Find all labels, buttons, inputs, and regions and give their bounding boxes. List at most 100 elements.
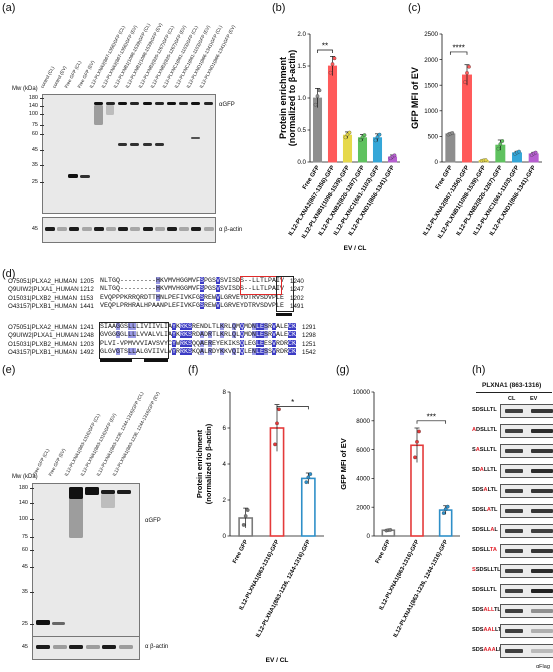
residue: L bbox=[136, 323, 140, 330]
residue: V bbox=[216, 302, 220, 310]
chartC-ytick-label-0: 0 bbox=[435, 159, 439, 166]
residue: G bbox=[224, 293, 228, 301]
gfp-blot-a bbox=[42, 94, 216, 214]
band-60kda-lane-8 bbox=[130, 143, 140, 146]
residue: M bbox=[244, 323, 248, 330]
seq-post: LTL bbox=[486, 587, 497, 593]
residue: R bbox=[208, 348, 212, 356]
band-fusion-lane-8 bbox=[130, 102, 140, 105]
residue: Q bbox=[108, 293, 112, 301]
band-plxna1del-ev bbox=[117, 490, 131, 494]
residue: - bbox=[140, 285, 144, 293]
residue: A bbox=[168, 331, 172, 339]
residue: E bbox=[260, 348, 264, 356]
residue: L bbox=[256, 285, 260, 293]
panel-h-blot-9 bbox=[500, 564, 553, 578]
blot-a-mw-tick-60 bbox=[40, 134, 44, 135]
align-b2-seq-1: SIAAGGSLLLIVIIVLIAYKRKSRENDLTLKRLQMQMDNL… bbox=[100, 323, 296, 331]
panel-label-f: (f) bbox=[188, 364, 199, 376]
panel-label-d: (d) bbox=[2, 268, 16, 280]
actin-marker-e: 45 bbox=[21, 644, 28, 650]
actin-band-lane-2 bbox=[57, 227, 68, 231]
chartC-dot-4-2 bbox=[498, 142, 503, 146]
align-b1-seq-2: NLTGQ---------HKVMVHGGMVFSPGSVSVISDS--LL… bbox=[100, 285, 284, 293]
residue: K bbox=[184, 323, 188, 330]
residue: K bbox=[232, 339, 236, 347]
chartB-dot-2-2 bbox=[330, 62, 335, 66]
residue: S bbox=[236, 339, 240, 347]
panel-h-row-13: SDSAAALLTL bbox=[470, 643, 553, 658]
chartC-dot-3-3 bbox=[483, 158, 488, 162]
actin-band-lane-11 bbox=[167, 227, 177, 231]
seq-mutation: A bbox=[475, 447, 480, 453]
residue: I bbox=[180, 302, 184, 310]
align-tm-bar-2b bbox=[144, 359, 168, 362]
chartG-sig-stars: *** bbox=[427, 412, 436, 421]
residue: E bbox=[284, 331, 288, 339]
residue: V bbox=[268, 302, 272, 310]
residue: F bbox=[192, 293, 196, 301]
residue: V bbox=[192, 285, 196, 293]
residue: P bbox=[268, 277, 272, 284]
chartC-dot-6-3 bbox=[533, 150, 538, 155]
chartC-dot-1-3 bbox=[450, 131, 455, 135]
chartF-dot-3-3 bbox=[308, 472, 313, 476]
residue: I bbox=[228, 277, 232, 284]
blot-e-mw-tick-180 bbox=[30, 488, 34, 489]
residue: R bbox=[252, 302, 256, 310]
residue: K bbox=[184, 339, 188, 347]
residue: L bbox=[140, 348, 144, 356]
panel-h-row-5: SDSALTL bbox=[470, 483, 553, 498]
residue: N bbox=[100, 277, 104, 284]
align-red-box bbox=[240, 276, 282, 295]
blot-e-mw-35: 35 bbox=[21, 589, 28, 595]
residue: Y bbox=[216, 348, 220, 356]
residue: Y bbox=[172, 331, 176, 339]
residue: V bbox=[104, 331, 108, 339]
residue: A bbox=[200, 339, 204, 347]
residue: E bbox=[204, 339, 208, 347]
residue: G bbox=[224, 302, 228, 310]
residue: S bbox=[268, 339, 272, 347]
residue: - bbox=[136, 285, 140, 293]
residue: M bbox=[188, 285, 192, 293]
seq-post: LTL bbox=[487, 487, 498, 493]
residue: K bbox=[220, 348, 224, 356]
panel-h-band-ev-8 bbox=[531, 549, 553, 553]
actin-band-lane-3 bbox=[69, 227, 80, 231]
align-b1-start-1: 1205 bbox=[80, 278, 94, 285]
residue: L bbox=[256, 331, 260, 339]
residue: V bbox=[164, 277, 168, 284]
residue: Q bbox=[240, 323, 244, 330]
align-b1-name-1: O75051|PLXA2_HUMAN bbox=[8, 278, 78, 285]
panel-h-antibody: αFlag bbox=[536, 664, 550, 670]
chartF-ylabel-line-1: Protein enrichment bbox=[195, 429, 204, 498]
residue: V bbox=[172, 285, 176, 293]
residue: S bbox=[188, 323, 192, 330]
panel-h-row-2: ADSLLTL bbox=[470, 423, 553, 438]
chartG-dot-2-2 bbox=[415, 439, 419, 444]
residue: R bbox=[180, 331, 184, 339]
chartC-dot-2-3 bbox=[467, 64, 471, 69]
panel-h-band-ev-3 bbox=[531, 449, 553, 453]
residue: L bbox=[244, 348, 248, 356]
residue: G bbox=[112, 285, 116, 293]
panel-h-row-label-1: SDSLLTL bbox=[472, 407, 497, 413]
panel-h-row-3: SASLLTL bbox=[470, 443, 553, 458]
residue: C bbox=[288, 348, 292, 356]
residue: S bbox=[156, 339, 160, 347]
residue: V bbox=[232, 302, 236, 310]
residue: F bbox=[196, 285, 200, 293]
residue: - bbox=[244, 277, 248, 284]
residue: S bbox=[188, 339, 192, 347]
align-b1-end-3: 1202 bbox=[290, 294, 304, 302]
blot-a-mw-35: 35 bbox=[31, 162, 38, 168]
residue: M bbox=[128, 339, 132, 347]
blot-e-mw-tick-60 bbox=[30, 550, 34, 551]
residue: A bbox=[200, 331, 204, 339]
align-b1-name-4: O43157|PLXB1_HUMAN bbox=[8, 303, 78, 311]
panel-h: PLXNA1 (863-1316) CL EV SDSLLTL ADSLLTL SA… bbox=[470, 374, 553, 672]
seq-post: SDSLLTL bbox=[475, 567, 501, 573]
actin-blot-a bbox=[42, 217, 216, 243]
residue: G bbox=[120, 331, 124, 339]
